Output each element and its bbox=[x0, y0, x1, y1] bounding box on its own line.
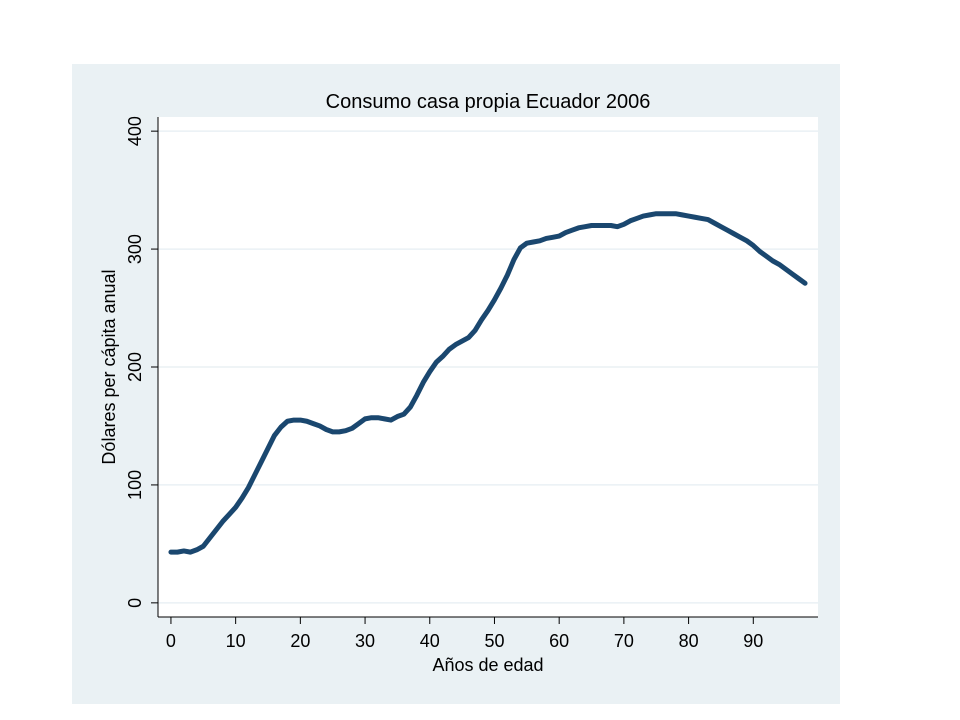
series-points bbox=[170, 213, 806, 553]
x-tick-label: 90 bbox=[743, 631, 763, 651]
x-tick-label: 20 bbox=[290, 631, 310, 651]
y-tick-label: 400 bbox=[125, 116, 145, 146]
x-axis-ticks: 0 10 20 30 40 50 60 70 80 90 bbox=[166, 617, 763, 651]
chart-title: Consumo casa propia Ecuador 2006 bbox=[326, 91, 651, 113]
x-tick-label: 60 bbox=[549, 631, 569, 651]
y-axis-label: Dólares per cápita anual bbox=[99, 269, 119, 464]
y-axis-ticks: 0 100 200 300 400 bbox=[125, 116, 158, 608]
y-tick-label: 300 bbox=[125, 234, 145, 264]
grid-lines bbox=[158, 130, 818, 604]
x-tick-label: 50 bbox=[484, 631, 504, 651]
x-tick-label: 80 bbox=[679, 631, 699, 651]
y-tick-label: 100 bbox=[125, 470, 145, 500]
x-tick-label: 10 bbox=[226, 631, 246, 651]
x-tick-label: 40 bbox=[420, 631, 440, 651]
x-tick-label: 30 bbox=[355, 631, 375, 651]
x-axis-label: Años de edad bbox=[432, 655, 543, 675]
y-tick-label: 200 bbox=[125, 352, 145, 382]
x-tick-label: 70 bbox=[614, 631, 634, 651]
x-tick-label: 0 bbox=[166, 631, 176, 651]
y-tick-label: 0 bbox=[125, 598, 145, 608]
